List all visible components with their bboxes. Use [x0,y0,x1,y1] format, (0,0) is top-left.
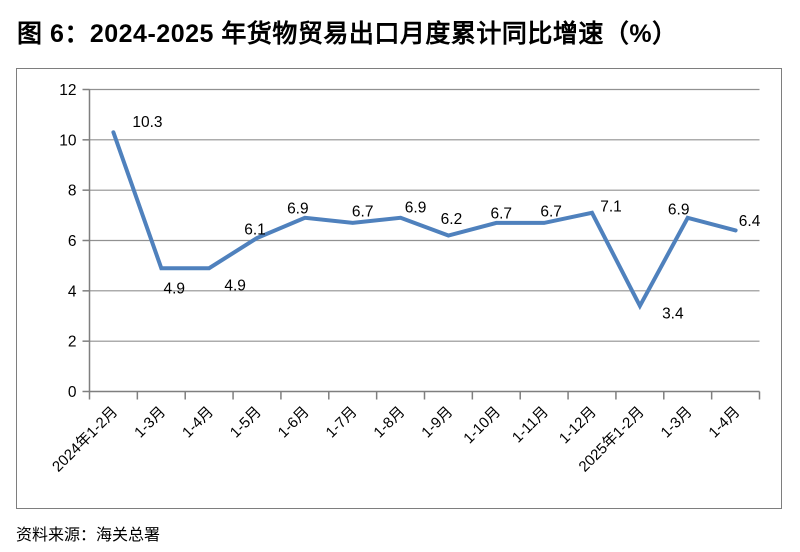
data-label: 6.7 [491,205,513,222]
data-label: 6.9 [405,199,427,216]
x-tick-label: 1-9月 [418,403,456,441]
y-tick-label: 8 [68,183,77,200]
y-tick-label: 10 [59,132,77,149]
x-tick-label: 1-3月 [658,403,696,441]
y-tick-label: 2 [68,334,77,351]
data-label: 6.9 [287,200,309,217]
x-tick-label: 1-12月 [556,403,600,447]
x-tick-label: 1-4月 [705,403,743,441]
figure-title: 图 6：2024-2025 年货物贸易出口月度累计同比增速（%） [17,20,678,48]
x-tick-label: 1-4月 [179,403,217,441]
chart-area: 0 2 4 6 8 10 12 2024年1-2月 1-3月 1-4月 1-5月 1-6月 1-7月 1-… [16,68,782,509]
data-label: 7.1 [600,198,622,215]
data-label: 10.3 [132,114,162,131]
data-label: 4.9 [224,278,246,295]
y-tick-label: 12 [59,82,76,99]
x-tick-label: 1-11月 [509,403,552,446]
data-label: 6.2 [441,211,463,228]
data-label: 6.7 [540,203,562,220]
x-tick-label: 1-10月 [460,403,504,447]
x-tick-label: 2024年1-2月 [49,403,121,475]
x-tick-label: 1-5月 [227,403,265,441]
x-tick-label: 1-7月 [323,403,361,441]
x-tick-label: 1-3月 [131,403,169,441]
y-tick-label: 4 [68,283,77,300]
data-label: 6.4 [739,213,761,230]
series-line [111,130,738,311]
x-tick-label: 1-6月 [275,403,313,441]
data-label: 6.9 [668,201,690,218]
data-label: 6.7 [352,203,374,220]
data-label: 6.1 [244,221,266,238]
data-label: 4.9 [164,281,186,298]
y-tick-label: 0 [68,384,77,401]
y-tick-label: 6 [68,233,77,250]
source-note: 资料来源：海关总署 [16,527,161,544]
data-label: 3.4 [662,305,684,322]
x-tick-label: 1-8月 [370,403,408,441]
